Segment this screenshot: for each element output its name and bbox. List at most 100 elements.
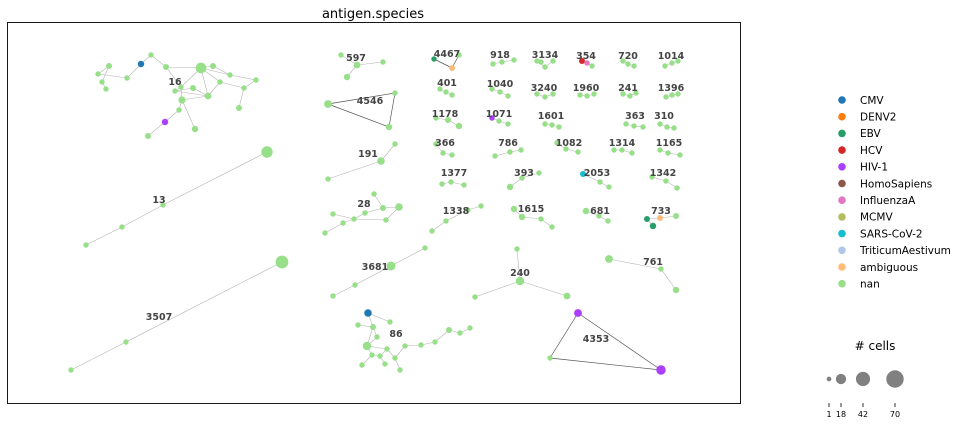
edge <box>549 312 579 359</box>
cell-node <box>384 346 390 352</box>
edge <box>327 92 396 105</box>
cell-node <box>431 56 437 62</box>
cell-node <box>605 218 611 224</box>
cell-node <box>359 362 365 368</box>
cell-node <box>395 203 403 211</box>
cell-node <box>549 122 555 128</box>
cluster-label: 241 <box>618 83 638 94</box>
cell-node <box>106 63 112 69</box>
edge <box>332 284 356 297</box>
size-legend-title: # cells <box>855 339 896 353</box>
edge <box>165 66 202 69</box>
cell-node <box>515 276 525 286</box>
cluster-label: 3134 <box>532 50 559 61</box>
cell-node <box>478 203 484 209</box>
cell-node <box>505 93 511 99</box>
legend-label: CMV <box>860 95 884 107</box>
edge <box>608 258 662 270</box>
cluster-label: 1165 <box>656 138 682 149</box>
cell-node <box>322 230 328 236</box>
cell-node <box>432 339 438 345</box>
cell-node <box>644 216 650 222</box>
legend-label: MCMV <box>860 212 893 224</box>
cell-node <box>433 115 439 121</box>
cell-node <box>589 63 595 69</box>
cell-node <box>456 52 462 58</box>
cell-node <box>362 341 372 351</box>
cell-node <box>325 176 331 182</box>
legend-marker <box>838 213 846 221</box>
edge <box>181 99 196 130</box>
cluster-label: 1338 <box>443 206 470 217</box>
cell-node <box>236 105 242 111</box>
cell-node <box>664 124 670 130</box>
legend-marker <box>838 279 846 288</box>
edge <box>85 226 123 246</box>
cluster-label: 1615 <box>518 204 544 215</box>
edge <box>229 74 257 81</box>
cluster-label: 354 <box>576 51 596 62</box>
cell-node <box>68 367 74 373</box>
cell-node <box>380 59 386 65</box>
legend-label: HIV-1 <box>860 162 888 174</box>
cell-node <box>385 123 393 131</box>
cluster-label: 761 <box>643 257 663 268</box>
cell-node <box>191 125 199 133</box>
edge <box>582 173 601 183</box>
cluster-label: 1960 <box>573 83 600 94</box>
legend-label: TriticumAestivum <box>859 245 951 257</box>
edge <box>660 268 677 291</box>
edge <box>356 61 384 66</box>
edge <box>577 312 662 371</box>
cell-node <box>574 309 582 317</box>
legend-marker <box>838 129 846 138</box>
legend-marker <box>838 246 846 255</box>
cell-node <box>499 59 505 65</box>
legend-marker <box>838 179 846 188</box>
cell-node <box>472 294 478 300</box>
cell-node <box>160 202 166 208</box>
cell-node <box>663 178 669 184</box>
cell-node <box>496 118 502 124</box>
edge <box>332 213 355 220</box>
legend-marker <box>838 229 846 238</box>
cell-node <box>542 121 548 127</box>
cell-node <box>514 246 520 252</box>
edge <box>474 280 521 298</box>
cell-node <box>364 309 372 317</box>
cell-node <box>387 319 393 325</box>
size-tick-label: 18 <box>836 410 846 419</box>
edge <box>388 92 396 128</box>
edge <box>364 207 384 214</box>
cell-node <box>505 121 511 127</box>
cell-node <box>330 211 336 217</box>
cell-node <box>631 63 637 69</box>
cell-node <box>619 147 625 153</box>
legend-label: DENV2 <box>860 112 896 124</box>
legend-marker <box>838 96 846 104</box>
cluster-label: 597 <box>346 53 366 64</box>
cell-node <box>490 61 496 67</box>
cell-node <box>343 73 351 81</box>
cell-node <box>605 255 613 263</box>
edge <box>174 90 209 97</box>
legend-marker <box>838 146 846 154</box>
cell-node <box>392 90 398 96</box>
cell-node <box>352 282 358 288</box>
cell-node <box>596 213 602 219</box>
cell-node <box>204 92 212 100</box>
cell-node <box>227 72 233 78</box>
cell-node <box>489 115 495 121</box>
legend-marker <box>838 263 846 271</box>
size-marker <box>835 373 847 385</box>
cell-node <box>137 60 145 68</box>
nodes-layer <box>68 52 683 375</box>
legend-label: SARS-CoV-2 <box>860 228 923 240</box>
cluster-label: 918 <box>490 50 510 61</box>
cell-node <box>392 355 398 361</box>
cell-node <box>579 58 585 64</box>
cell-node <box>422 245 428 251</box>
cell-node <box>538 216 544 222</box>
cluster-label: 191 <box>358 149 378 160</box>
cluster-label: 1342 <box>650 168 676 179</box>
